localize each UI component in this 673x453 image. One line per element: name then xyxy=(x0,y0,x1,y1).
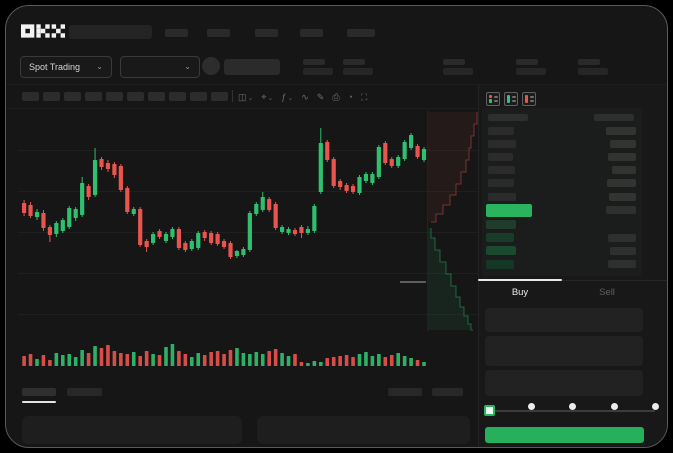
pair-dropdown[interactable]: ⌄ xyxy=(120,56,200,78)
slider-step-dot[interactable] xyxy=(527,403,535,410)
active-tab-indicator xyxy=(478,279,562,281)
timeframe-button-placeholder[interactable] xyxy=(64,92,81,101)
crosshair-icon[interactable]: ⌖⌄ xyxy=(261,87,273,105)
timeframe-button-placeholder[interactable] xyxy=(43,92,60,101)
buy-button[interactable] xyxy=(485,427,644,443)
orderbook-ask-row xyxy=(488,164,636,177)
slider-step-dot[interactable] xyxy=(569,403,576,410)
coin-avatar xyxy=(202,57,220,75)
slider-handle[interactable] xyxy=(484,405,495,416)
orderbook-ask-row xyxy=(488,177,636,190)
timeframe-button-placeholder[interactable] xyxy=(85,92,102,101)
ticker-stat-value-placeholder xyxy=(443,68,473,75)
okx-logo[interactable] xyxy=(21,24,65,38)
orderbook-ask-row xyxy=(488,124,636,137)
gridline xyxy=(18,191,478,192)
tab-buy[interactable]: Buy xyxy=(511,287,529,298)
orderbook-asks-icon[interactable] xyxy=(522,92,536,106)
nav-search-placeholder[interactable] xyxy=(69,25,152,39)
ticker-stat-label-placeholder xyxy=(578,59,600,65)
slider-step-dot[interactable] xyxy=(652,403,659,410)
orderbook-bids-icon[interactable] xyxy=(504,92,518,106)
orderbook-bids xyxy=(486,218,636,271)
chevron-down-icon: ⌄ xyxy=(184,62,191,71)
chevron-down-icon: ⌄ xyxy=(96,62,103,71)
bottom-tab-placeholder[interactable] xyxy=(67,388,102,396)
pair-name-placeholder xyxy=(224,59,280,75)
timeframe-button-placeholder[interactable] xyxy=(169,92,186,101)
tab-sell[interactable]: Sell xyxy=(599,287,615,298)
gridline xyxy=(18,273,478,274)
amount-slider[interactable] xyxy=(484,403,659,418)
gridline xyxy=(18,150,478,151)
amount-input[interactable] xyxy=(485,336,643,366)
slider-track xyxy=(489,410,655,412)
orderbook-asks xyxy=(488,124,636,203)
slider-step-dot[interactable] xyxy=(610,403,618,410)
chart-tools: ◫⌄ ⌖⌄ ƒ⌄ ∿ ✎ ⎙ ◔ ⛶ xyxy=(238,90,367,102)
total-input[interactable] xyxy=(485,370,643,396)
ticker-stat-value-placeholder xyxy=(578,68,608,75)
bottom-tab-active-placeholder[interactable] xyxy=(22,388,56,396)
timeframe-button-placeholder[interactable] xyxy=(190,92,207,101)
last-price-highlight xyxy=(486,204,532,217)
orderbook-bid-row xyxy=(486,218,636,231)
ticker-stat-label-placeholder xyxy=(303,59,325,65)
fullscreen-icon[interactable]: ⛶ xyxy=(360,92,368,102)
nav-item-placeholder[interactable] xyxy=(207,29,230,37)
orderbook-bid-row xyxy=(486,258,636,271)
history-panel-placeholder xyxy=(257,416,470,444)
bottom-action-placeholder[interactable] xyxy=(388,388,422,396)
orderbook-bid-row xyxy=(486,231,636,244)
ticker-stat-value-placeholder xyxy=(516,68,546,75)
draw-icon[interactable]: ✎ xyxy=(316,92,325,102)
ticker-stat-label-placeholder xyxy=(443,59,465,65)
ticker-stat-label-placeholder xyxy=(343,59,365,65)
divider xyxy=(478,280,667,281)
orderbook-bid-row xyxy=(486,244,636,257)
candlestick-chart[interactable] xyxy=(5,5,668,448)
market-type-label: Spot Trading xyxy=(29,62,81,72)
chevron-down-icon: ⌄ xyxy=(267,95,274,102)
chart-type-icon[interactable]: ◫⌄ xyxy=(238,87,253,105)
orderbook-price-header-placeholder xyxy=(488,114,528,121)
orderbook-amount-placeholder xyxy=(606,206,636,214)
orderbook-ask-row xyxy=(488,137,636,150)
divider xyxy=(6,84,667,85)
ticker-stat-value-placeholder xyxy=(303,68,333,75)
timeframe-button-placeholder[interactable] xyxy=(211,92,228,101)
timeframe-button-placeholder[interactable] xyxy=(148,92,165,101)
ticker-stat-label-placeholder xyxy=(516,59,538,65)
indicators-icon[interactable]: ƒ⌄ xyxy=(281,87,293,105)
timeframe-button-placeholder[interactable] xyxy=(106,92,123,101)
orderbook-amount-header-placeholder xyxy=(594,114,634,121)
nav-item-placeholder[interactable] xyxy=(255,29,278,37)
nav-item-placeholder[interactable] xyxy=(165,29,188,37)
last-price-line xyxy=(400,281,426,283)
market-type-dropdown[interactable]: Spot Trading ⌄ xyxy=(20,56,112,78)
chevron-down-icon: ⌄ xyxy=(247,95,254,102)
divider xyxy=(6,108,478,109)
orderbook-ask-row xyxy=(488,190,636,203)
ticker-stat-value-placeholder xyxy=(343,68,373,75)
orderbook-ask-row xyxy=(488,150,636,163)
device-screen: Spot Trading ⌄ ⌄ ◫⌄ ⌖⌄ ƒ⌄ ∿ ✎ ⎙ ◔ ⛶ xyxy=(5,5,668,448)
nav-item-placeholder[interactable] xyxy=(347,29,375,37)
top-nav xyxy=(6,6,667,48)
orders-panel-placeholder xyxy=(22,416,242,444)
bottom-tab-indicator xyxy=(22,401,56,403)
chevron-down-icon: ⌄ xyxy=(287,95,294,102)
gridline xyxy=(18,314,478,315)
timeframe-button-placeholder[interactable] xyxy=(22,92,39,101)
divider xyxy=(232,90,233,102)
camera-icon[interactable]: ⎙ xyxy=(332,92,340,102)
divider xyxy=(427,110,428,332)
bottom-action-placeholder[interactable] xyxy=(432,388,463,396)
price-input[interactable] xyxy=(485,308,643,332)
nav-item-placeholder[interactable] xyxy=(300,29,323,37)
timeframe-button-placeholder[interactable] xyxy=(127,92,144,101)
orderbook-combined-icon[interactable] xyxy=(486,92,500,106)
clock-icon[interactable]: ◔ xyxy=(347,92,353,102)
line-tool-icon[interactable]: ∿ xyxy=(301,92,309,102)
